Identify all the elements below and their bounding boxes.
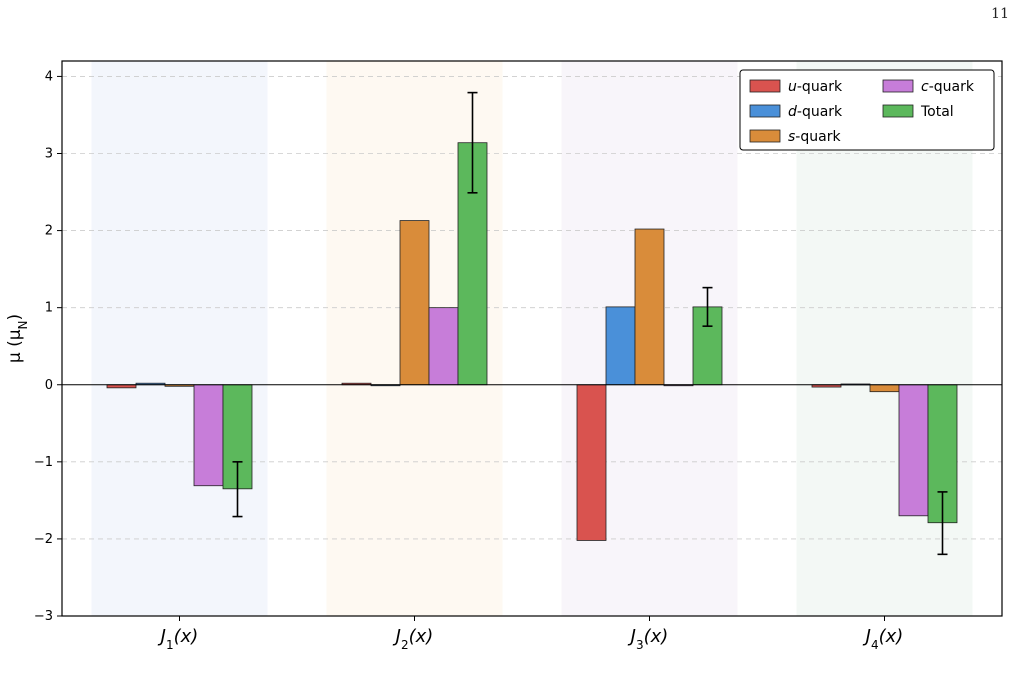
legend-swatch [749,104,781,118]
legend-label: c-quark [921,79,975,95]
legend-swatch [882,104,914,118]
x-tick-label: J1(x) [158,626,199,652]
bar-s-quark [634,228,665,386]
bar-c-quark [898,384,929,517]
x-tick-label: J2(x) [393,626,434,652]
x-tick-label: J3(x) [628,626,669,652]
y-ticks: −3 −2 −1 0 1 2 3 4 [34,69,62,624]
legend-label: Total [920,104,954,120]
bar-u-quark [576,384,607,541]
legend: u-quark d-quark s-quark c-quark Total [739,69,995,151]
bars [106,142,958,541]
y-tick-label: 2 [45,224,53,239]
page-number: 11 [991,6,1009,22]
category-band [91,61,268,616]
plot-frame [61,60,1003,617]
y-tick-label: 0 [45,378,53,393]
y-tick-label: 4 [45,69,53,84]
bar-s-quark [399,220,430,386]
bar-c-quark [428,307,459,386]
legend-label: s-quark [788,129,841,145]
legend-swatch [749,129,781,143]
y-tick-label: −1 [34,455,53,470]
bar-s-quark [869,384,900,393]
y-axis-label: μ (μN) [5,314,30,363]
y-tick-label: −2 [34,532,53,547]
y-tick-label: 1 [45,301,53,316]
legend-box [739,69,995,151]
x-ticks: J1(x) J2(x) J3(x) J4(x) [158,616,904,652]
legend-label: d-quark [788,104,843,120]
legend-label: u-quark [788,79,843,95]
error-bars [232,91,948,556]
bar-c-quark [193,384,224,487]
bar-d-quark [605,306,636,386]
y-tick-label: −3 [34,609,53,624]
legend-swatch [882,79,914,93]
x-tick-label: J4(x) [863,626,904,652]
y-tick-label: 3 [45,147,53,162]
legend-swatch [749,79,781,93]
